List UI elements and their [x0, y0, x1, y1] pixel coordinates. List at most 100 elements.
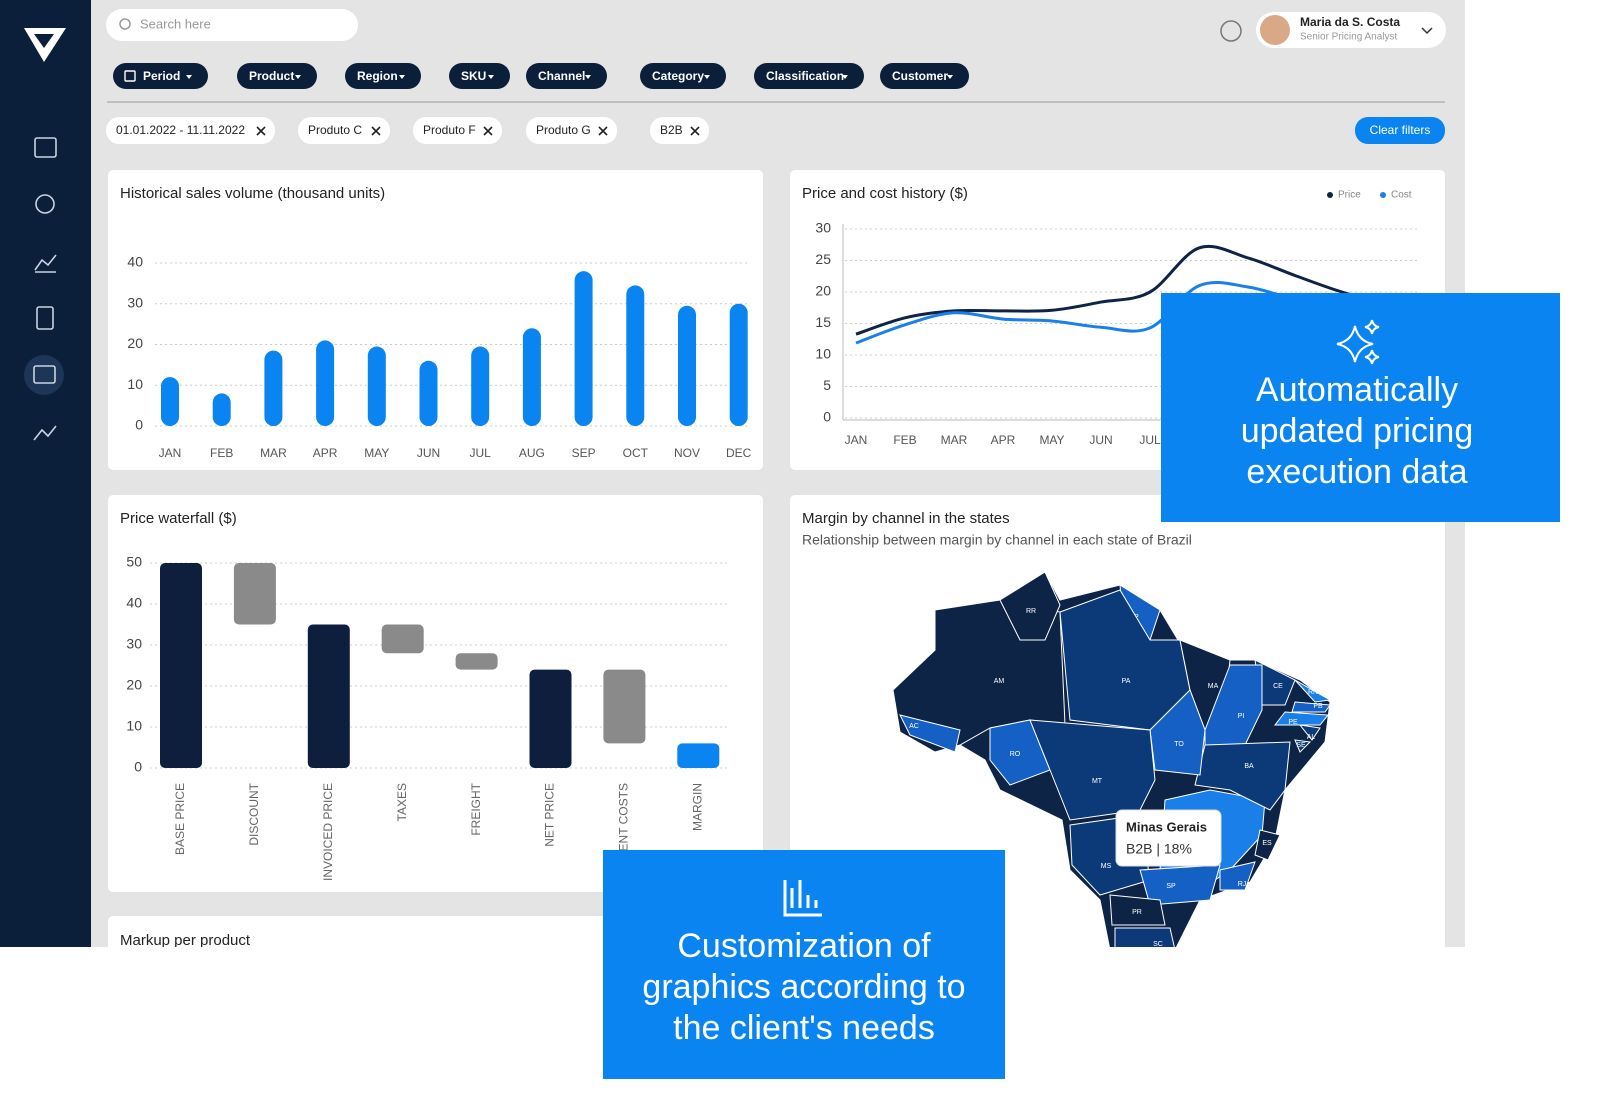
nav-charts[interactable]: [33, 365, 56, 384]
waterfall-bar: [529, 669, 572, 768]
nav-docs[interactable]: [36, 306, 54, 330]
state[interactable]: [999, 571, 1061, 641]
chip-remove[interactable]: [371, 126, 381, 136]
callout-box: [603, 850, 1005, 1079]
user-chevron: [1421, 27, 1433, 35]
caret: [842, 75, 848, 79]
bar: [316, 340, 335, 426]
filter-pill[interactable]: [526, 63, 607, 89]
user-chip[interactable]: [1256, 12, 1446, 48]
legend-label: Cost: [1391, 190, 1412, 201]
state[interactable]: [1109, 894, 1166, 926]
state-label: MT: [1092, 778, 1103, 785]
chip-label: 01.01.2022 - 11.11.2022: [116, 123, 245, 137]
filter-label: Customer: [892, 69, 948, 83]
state-label: ES: [1262, 840, 1272, 847]
state[interactable]: [1194, 741, 1291, 811]
sparkle-icon: [1336, 319, 1380, 365]
state-label: RO: [1010, 751, 1021, 758]
bar: [678, 305, 696, 426]
filter-chip[interactable]: [413, 117, 502, 144]
nav-analytics[interactable]: [34, 254, 57, 273]
chip-remove[interactable]: [483, 126, 493, 136]
state[interactable]: [899, 714, 961, 753]
callout-text: the client's needs: [673, 1009, 935, 1047]
state-label: SC: [1153, 941, 1163, 948]
filter-pill[interactable]: [237, 63, 317, 89]
filter-chip[interactable]: [298, 117, 390, 144]
x-tick-label: APR: [991, 433, 1016, 447]
filter-pill[interactable]: [754, 63, 864, 89]
help-icon[interactable]: [1220, 20, 1242, 42]
avatar: [1260, 15, 1290, 45]
chart-subtitle: Relationship between margin by channel i…: [802, 532, 1192, 548]
state[interactable]: [1254, 829, 1281, 861]
x-tick-label: MAY: [1039, 433, 1064, 447]
caret: [295, 75, 301, 79]
x-tick-label: JUN: [1089, 433, 1112, 447]
nav-active-bg[interactable]: [24, 355, 64, 395]
bar: [471, 346, 490, 426]
user-name: Maria da S. Costa: [1300, 15, 1400, 29]
state[interactable]: [1149, 689, 1206, 776]
y-tick-label: 30: [127, 294, 143, 310]
tooltip: [1115, 809, 1222, 867]
x-tick-label: MAY: [364, 446, 389, 460]
state-label: PB: [1313, 703, 1323, 710]
callout-text: graphics according to: [642, 968, 965, 1006]
y-tick-label: 10: [815, 346, 831, 362]
state[interactable]: [1139, 864, 1221, 906]
filter-pill[interactable]: [113, 63, 208, 89]
nav-tasks[interactable]: [34, 137, 57, 158]
x-tick-label: FREIGHT: [469, 782, 483, 835]
filter-label: Period: [143, 69, 180, 83]
callout-text: Customization of: [677, 927, 931, 965]
state[interactable]: [1294, 679, 1332, 703]
y-tick-label: 5: [823, 377, 831, 393]
filter-chip[interactable]: [650, 117, 709, 144]
state[interactable]: [989, 719, 1051, 786]
markup-card: [108, 916, 763, 947]
x-tick-label: NET PRICE: [543, 783, 557, 847]
x-tick-label: JUL: [470, 446, 492, 460]
state[interactable]: [1298, 724, 1321, 741]
search-placeholder: Search here: [140, 16, 211, 31]
search-box[interactable]: [106, 9, 358, 41]
y-tick-label: 40: [127, 254, 143, 270]
clear-filters-button[interactable]: [1355, 117, 1445, 144]
filter-chip[interactable]: [526, 117, 617, 144]
caret: [399, 75, 405, 79]
filter-pill[interactable]: [345, 63, 421, 89]
state[interactable]: [1219, 861, 1256, 891]
state[interactable]: [1291, 701, 1331, 713]
x-tick-label: BASE PRICE: [173, 783, 187, 855]
state[interactable]: [1273, 711, 1329, 726]
legend-label: Price: [1338, 190, 1361, 201]
chip-label: Produto F: [423, 123, 476, 137]
state[interactable]: [1114, 927, 1175, 950]
y-tick-label: 10: [127, 376, 143, 392]
filter-pill[interactable]: [640, 63, 726, 89]
chart-title: Price waterfall ($): [120, 510, 237, 527]
chart-title: Historical sales volume (thousand units): [120, 185, 385, 202]
x-tick-label: JUL: [1139, 433, 1161, 447]
filter-pill[interactable]: [449, 63, 510, 89]
state-label: PE: [1288, 719, 1298, 726]
filter-label: Category: [652, 69, 704, 83]
chip-remove[interactable]: [256, 126, 266, 136]
nav-search[interactable]: [35, 194, 55, 214]
y-tick-label: 25: [815, 251, 831, 267]
chart-title: Margin by channel in the states: [802, 510, 1010, 527]
filter-chip[interactable]: [106, 117, 275, 144]
chip-remove[interactable]: [598, 126, 608, 136]
state[interactable]: [1294, 739, 1312, 753]
filter-pill[interactable]: [880, 63, 969, 89]
x-tick-label: SEP: [572, 446, 596, 460]
caret: [704, 75, 710, 79]
chip-remove[interactable]: [690, 126, 700, 136]
nav-trend[interactable]: [33, 425, 57, 441]
x-tick-label: JUN: [417, 446, 440, 460]
legend-swatch: [1327, 192, 1333, 198]
waterfall-bar: [455, 653, 498, 670]
